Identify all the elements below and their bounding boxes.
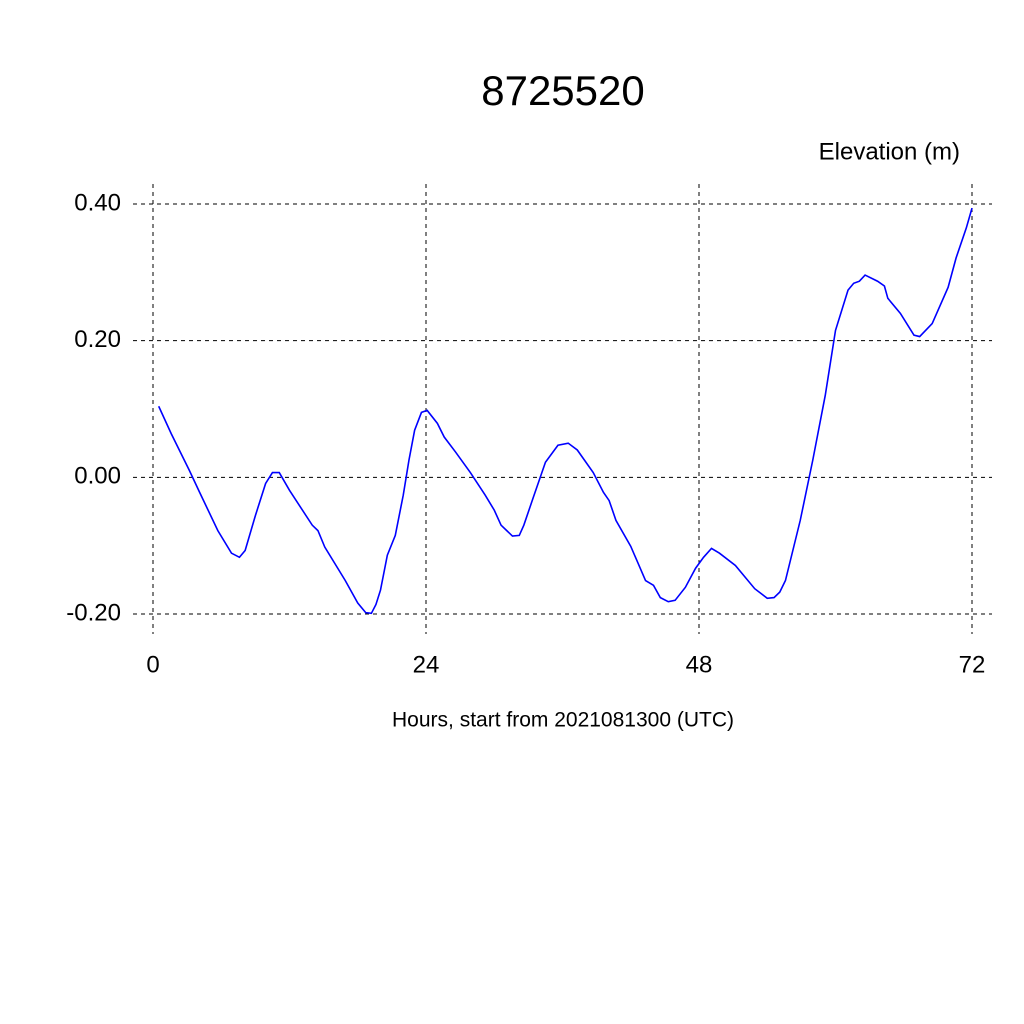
x-tick-label: 24 (413, 651, 440, 678)
y-axis-label: Elevation (m) (819, 138, 960, 165)
x-tick-label: 72 (959, 651, 986, 678)
x-tick-label: 0 (146, 651, 159, 678)
y-tick-label: 0.20 (74, 326, 121, 353)
data-line (157, 207, 973, 615)
chart-title: 8725520 (481, 67, 645, 114)
y-tick-label: 0.00 (74, 463, 121, 490)
y-tick-label: -0.20 (66, 599, 121, 626)
x-tick-label: 48 (686, 651, 713, 678)
y-tick-label: 0.40 (74, 189, 121, 216)
x-axis-label: Hours, start from 2021081300 (UTC) (392, 709, 734, 732)
